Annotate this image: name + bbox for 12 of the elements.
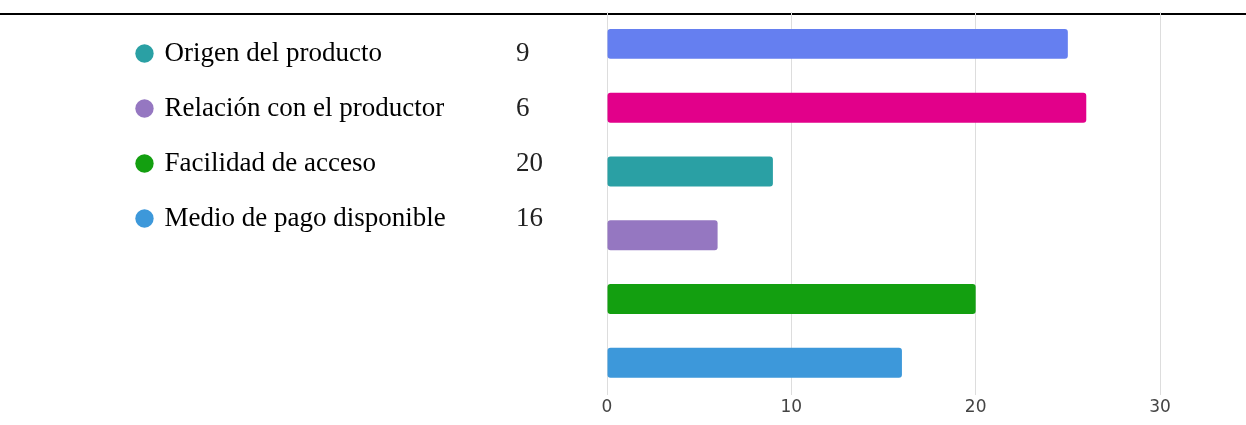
text: 6 [516, 91, 530, 122]
legend-label: Facilidad de acceso [164, 146, 376, 177]
legend-label: Origen del producto [164, 36, 382, 67]
text: 9 [516, 36, 530, 67]
legend-label: Medio de pago disponible [164, 201, 446, 232]
x-tick-label: 0 [601, 396, 613, 417]
text: 16 [516, 201, 543, 232]
x-tick-label: 10 [780, 396, 803, 417]
text: 20 [516, 146, 543, 177]
x-tick-label: 20 [964, 396, 987, 417]
legend-label: Relación con el productor [164, 91, 445, 122]
x-tick-label: 30 [1149, 396, 1171, 417]
